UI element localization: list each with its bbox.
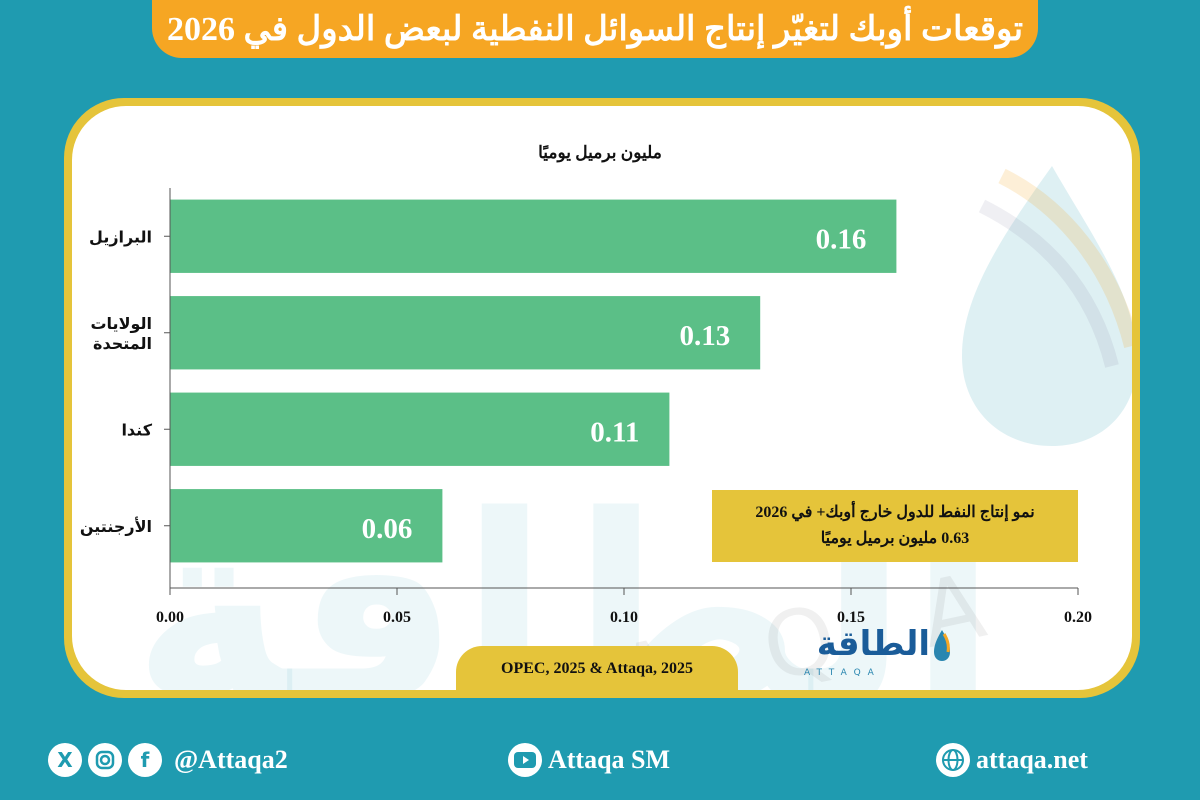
x-tick-label: 0.05 [383,609,411,626]
attaqa-logo: الطاقة ATTAQA [796,624,956,684]
logo-arabic: الطاقة [816,624,930,664]
x-tick-label: 0.15 [837,609,865,626]
bar-value-label: 0.11 [590,416,639,448]
note-line-2: 0.63 مليون برميل يوميًا [820,530,970,547]
footer-website-text[interactable]: attaqa.net [976,745,1088,774]
bar [170,199,897,273]
page-title: توقعات أوبك لتغيّر إنتاج السوائل النفطية… [166,11,1024,48]
footer-handle[interactable]: @Attaqa2 [174,745,288,774]
title-bar: توقعات أوبك لتغيّر إنتاج السوائل النفطية… [152,0,1038,58]
note-line-1: نمو إنتاج النفط للدول خارج أوبك+ في 2026 [755,504,1035,521]
bar [170,296,761,370]
category-label: كندا [121,420,152,439]
footer-youtube: Attaqa SM [508,738,670,782]
x-tick-label: 0.20 [1064,609,1092,626]
facebook-icon[interactable]: f [128,743,162,777]
source-text: OPEC, 2025 & Attaqa, 2025 [501,660,693,677]
bar-value-label: 0.16 [816,223,867,255]
footer-website: attaqa.net [936,738,1088,782]
note-box: نمو إنتاج النفط للدول خارج أوبك+ في 2026… [712,490,1078,562]
chart-title: مليون برميل يوميًا [538,143,662,163]
x-icon[interactable]: X [48,743,82,777]
globe-icon[interactable] [936,743,970,777]
bar-value-label: 0.13 [679,320,730,352]
watermark-drop-icon [962,166,1132,446]
footer-youtube-text[interactable]: Attaqa SM [548,745,671,774]
bar [170,392,670,466]
x-tick-label: 0.10 [610,609,638,626]
bar [170,489,443,563]
category-label: الأرجنتين [80,517,152,536]
logo-drop-icon [934,630,950,661]
youtube-icon[interactable] [508,743,542,777]
instagram-icon[interactable] [88,743,122,777]
bar-value-label: 0.06 [362,513,413,545]
logo-latin: ATTAQA [804,668,881,678]
x-tick-label: 0.00 [156,609,184,626]
footer-social: X f @Attaqa2 [48,738,288,782]
category-label: البرازيل [89,227,152,246]
category-label: الولايات المتحدة [90,314,152,353]
source-label: OPEC, 2025 & Attaqa, 2025 [456,646,738,692]
